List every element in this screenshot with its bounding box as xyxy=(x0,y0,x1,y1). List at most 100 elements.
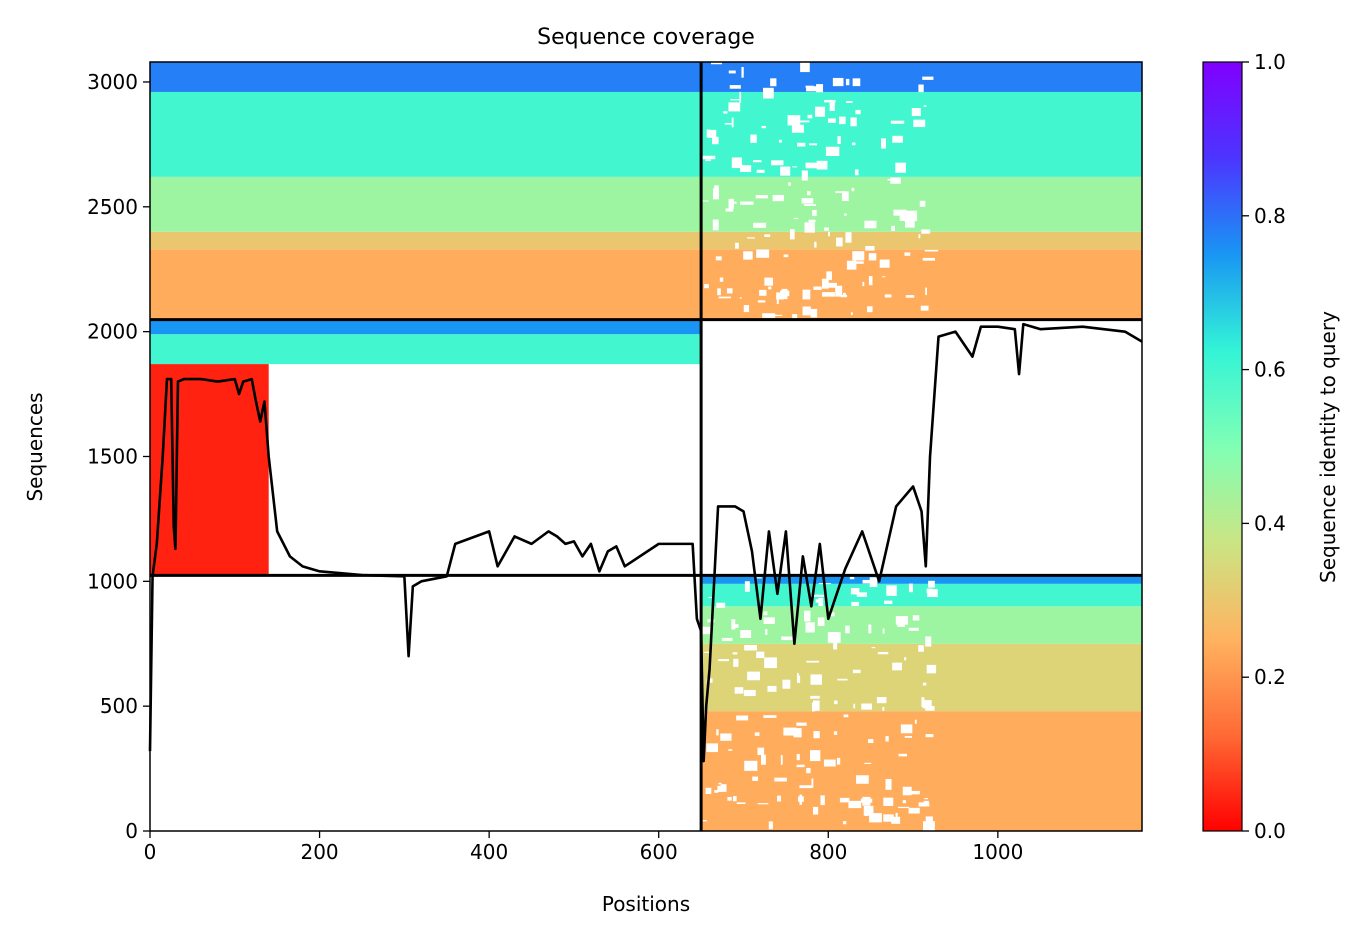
coverage-gap xyxy=(736,715,749,721)
coverage-gap xyxy=(860,798,873,803)
coverage-gap xyxy=(780,290,790,297)
coverage-gap xyxy=(868,253,877,261)
coverage-gap xyxy=(720,784,727,792)
coverage-gap xyxy=(731,117,734,128)
coverage-gap xyxy=(850,312,853,315)
coverage-gap xyxy=(793,728,802,738)
coverage-gap xyxy=(712,188,720,200)
colorbar-tick-label: 0.0 xyxy=(1254,819,1286,843)
coverage-gap xyxy=(922,682,927,686)
coverage-gap xyxy=(732,201,737,204)
coverage-gap xyxy=(851,142,856,146)
coverage-gap xyxy=(852,669,861,674)
coverage-gap xyxy=(801,170,808,181)
y-tick-label: 3000 xyxy=(87,70,138,94)
coverage-gap xyxy=(863,805,874,816)
coverage-gap xyxy=(712,219,719,231)
coverage-gap xyxy=(813,731,820,739)
coverage-gap xyxy=(792,314,798,320)
coverage-gap xyxy=(842,292,846,297)
coverage-gap xyxy=(926,664,937,674)
coverage-gap xyxy=(807,114,813,119)
coverage-gap xyxy=(755,195,768,199)
plot-frame xyxy=(149,61,1143,832)
coverage-gap xyxy=(828,231,831,237)
coverage-gap xyxy=(730,99,741,101)
coverage-gap xyxy=(760,754,766,765)
coverage-gap xyxy=(763,617,775,625)
coverage-gap xyxy=(877,651,889,655)
coverage-gap xyxy=(768,821,773,830)
coverage-gap xyxy=(718,659,729,662)
coverage-gap xyxy=(736,802,746,805)
heatmap-band xyxy=(150,334,702,365)
coverage-gap xyxy=(717,288,721,296)
coverage-gap xyxy=(746,237,755,239)
coverage-gap xyxy=(924,249,939,252)
coverage-gap xyxy=(826,271,832,281)
coverage-gap xyxy=(836,237,843,247)
coverage-gap xyxy=(845,78,850,86)
coverage-gap xyxy=(724,122,732,125)
y-tick-label: 1500 xyxy=(87,444,138,468)
coverage-gap xyxy=(886,585,897,596)
coverage-gap xyxy=(731,619,736,630)
coverage-gap xyxy=(918,84,924,93)
y-axis-label: Sequences xyxy=(23,392,47,501)
coverage-gap xyxy=(851,261,864,264)
coverage-gap xyxy=(723,111,728,114)
coverage-gap xyxy=(922,700,932,709)
x-tick-label: 200 xyxy=(300,840,338,864)
heatmap-band xyxy=(701,575,1142,584)
coverage-gap xyxy=(810,695,820,699)
coverage-gap xyxy=(903,657,907,661)
coverage-gap xyxy=(883,814,894,822)
coverage-gap xyxy=(783,254,789,258)
heatmap-band xyxy=(150,231,702,250)
coverage-gap xyxy=(823,759,836,767)
coverage-gap xyxy=(837,135,841,145)
coverage-gap xyxy=(726,288,733,294)
coverage-gap xyxy=(927,589,938,598)
coverage-gap xyxy=(918,645,924,652)
coverage-gap xyxy=(833,639,838,650)
coverage-gap xyxy=(756,651,765,659)
coverage-gap xyxy=(720,733,732,741)
coverage-gap xyxy=(845,232,852,243)
coverage-gap xyxy=(834,700,838,705)
coverage-gap xyxy=(862,281,865,287)
coverage-gap xyxy=(757,803,769,805)
coverage-gap xyxy=(768,314,783,317)
coverage-gap xyxy=(728,102,741,112)
coverage-gap xyxy=(791,124,804,133)
coverage-gap xyxy=(781,636,794,641)
coverage-gap xyxy=(814,241,817,248)
coverage-gap xyxy=(912,615,920,621)
coverage-gap xyxy=(812,209,817,217)
x-tick-label: 1000 xyxy=(972,840,1023,864)
coverage-gap xyxy=(728,749,733,751)
coverage-gap xyxy=(739,297,742,299)
heatmap-band xyxy=(150,91,702,177)
coverage-gap xyxy=(816,84,824,93)
coverage-gap xyxy=(743,305,750,313)
coverage-gap xyxy=(802,289,811,300)
coverage-gap xyxy=(717,785,722,792)
coverage-gap xyxy=(780,166,791,176)
coverage-gap xyxy=(815,106,826,117)
coverage-gap xyxy=(753,160,762,163)
coverage-gap xyxy=(925,706,935,711)
coverage-gap xyxy=(891,225,895,231)
coverage-gap xyxy=(919,200,926,207)
coverage-gap xyxy=(902,800,906,804)
coverage-gap xyxy=(850,587,860,595)
y-tick-label: 0 xyxy=(125,819,138,843)
coverage-gap xyxy=(845,625,850,634)
heatmap-band xyxy=(150,319,702,335)
coverage-gap xyxy=(836,757,841,765)
coverage-gap xyxy=(892,135,903,143)
coverage-gap xyxy=(824,99,836,103)
heatmap-band xyxy=(701,231,1142,250)
coverage-gap xyxy=(884,600,893,605)
coverage-gap xyxy=(742,630,747,632)
